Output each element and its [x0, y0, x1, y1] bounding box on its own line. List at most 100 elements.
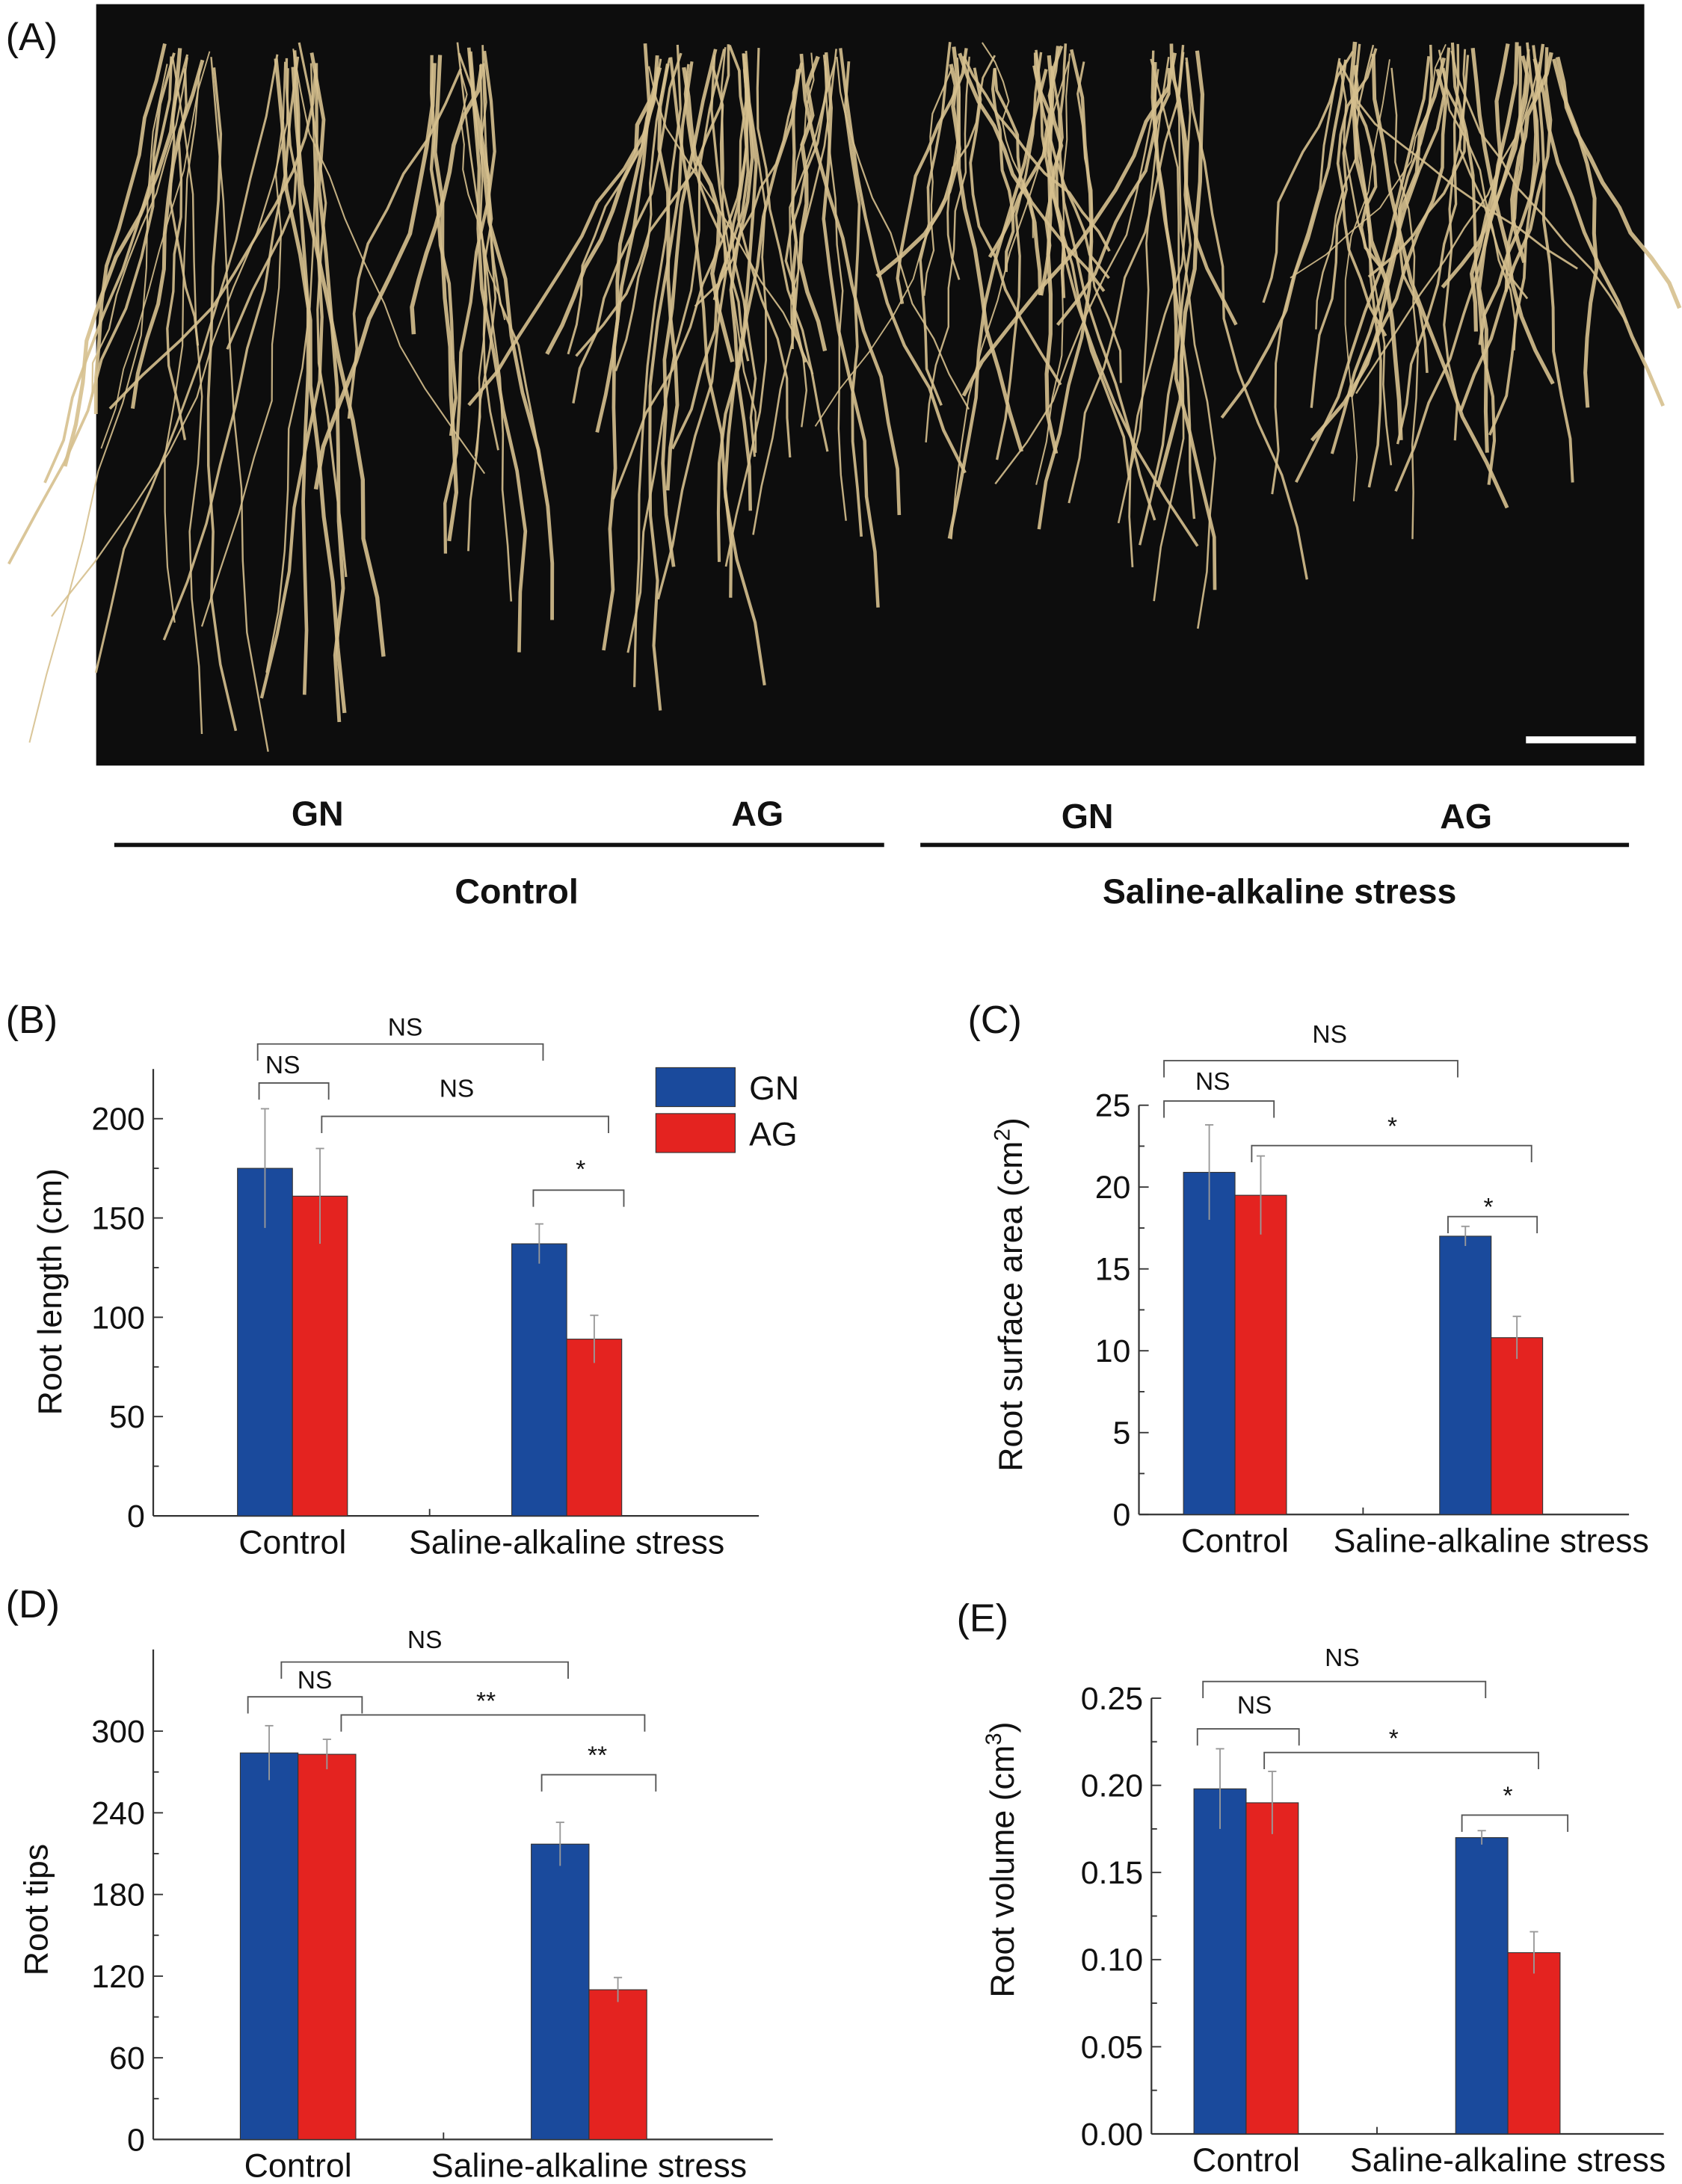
- significance-bracket: [258, 1082, 330, 1100]
- chart-d: (D) 0 60 120 180 240 300 Control Saline-alkaline…: [6, 1583, 773, 2184]
- legend-label: AG: [749, 1117, 798, 1153]
- root: [1032, 65, 1199, 547]
- root: [93, 43, 167, 415]
- root: [694, 69, 799, 307]
- significance-bracket: [1202, 1680, 1487, 1699]
- significance-bracket: [1461, 1814, 1569, 1832]
- root: [164, 68, 201, 623]
- panel-a-label: (A): [6, 16, 58, 59]
- chart-e: (E) 0.00 0.05 0.10 0.15 0.20 0.25 Control Saline…: [957, 1597, 1666, 2180]
- significance-bracket: [540, 1774, 657, 1792]
- root: [265, 63, 316, 673]
- chart-b: (B) 0 50 100 150 200 Control Saline-alkaline st…: [6, 999, 800, 1561]
- panel-a-group-labels: GN AG Control GN AG Saline-alkaline stress: [114, 794, 1630, 911]
- root: [1532, 58, 1665, 407]
- root: [798, 55, 828, 352]
- root: [824, 61, 847, 521]
- root: [737, 61, 792, 458]
- root: [1056, 68, 1171, 327]
- root: [923, 67, 953, 296]
- root: [656, 55, 727, 600]
- root: [545, 67, 662, 355]
- root: [1290, 44, 1447, 279]
- y-tick-label: 180: [91, 1878, 144, 1913]
- y-tick-label: 0.05: [1081, 2029, 1143, 2065]
- panel-label: (C): [967, 999, 1021, 1042]
- significance-label: NS: [265, 1052, 301, 1079]
- root: [752, 49, 837, 535]
- y-tick-label: 240: [91, 1795, 144, 1831]
- root: [169, 54, 200, 346]
- x-tick-label: Saline-alkaline stress: [1350, 2142, 1666, 2179]
- y-axis-label: Root volume (cm3): [982, 1721, 1021, 1997]
- significance-label: NS: [1325, 1644, 1360, 1672]
- legend-label: GN: [749, 1070, 799, 1107]
- bar-ag: [588, 1989, 647, 2140]
- root: [947, 69, 1048, 539]
- bar-gn: [531, 1843, 590, 2140]
- root: [466, 47, 528, 653]
- root: [789, 61, 837, 428]
- significance-bracket: [1163, 1060, 1458, 1078]
- root: [467, 45, 497, 552]
- root: [595, 55, 659, 433]
- legend-swatch-ag: [655, 1113, 736, 1153]
- condition-label: Control: [455, 872, 578, 911]
- significance-label: NS: [298, 1667, 333, 1694]
- root: [567, 58, 662, 355]
- root: [226, 58, 298, 350]
- root: [671, 53, 750, 450]
- root: [799, 53, 902, 516]
- y-tick-label: 20: [1095, 1170, 1131, 1206]
- bar-ag: [1234, 1194, 1287, 1515]
- root: [572, 52, 683, 404]
- significance-bracket: [1447, 1215, 1538, 1234]
- root: [1477, 42, 1519, 453]
- root: [1139, 45, 1192, 546]
- y-tick-label: 100: [91, 1300, 144, 1336]
- significance-bracket: [532, 1189, 625, 1207]
- bar-ag: [1491, 1337, 1544, 1515]
- significance-label: *: [1387, 1113, 1397, 1141]
- root: [1220, 59, 1348, 419]
- root: [729, 69, 754, 511]
- y-axis-label: Root length (cm): [32, 1168, 69, 1415]
- root: [43, 56, 173, 484]
- root: [28, 64, 168, 743]
- bar-gn: [1455, 1837, 1509, 2135]
- root: [1470, 47, 1555, 385]
- root: [459, 69, 506, 321]
- significance-label: NS: [1237, 1692, 1272, 1720]
- bar-ag: [298, 1753, 357, 2140]
- root: [1532, 45, 1574, 483]
- significance-label: NS: [407, 1626, 443, 1654]
- root: [1055, 43, 1110, 280]
- root: [410, 64, 484, 335]
- y-tick-label: 150: [91, 1200, 144, 1236]
- root: [1371, 53, 1509, 509]
- y-tick-label: 0.15: [1081, 1855, 1143, 1891]
- photo-background: [96, 4, 1645, 766]
- significance-bracket: [1263, 1751, 1539, 1770]
- cultivar-label: GN: [292, 794, 344, 833]
- root: [1510, 52, 1553, 264]
- bar-ag: [1507, 1952, 1561, 2135]
- root: [1035, 49, 1131, 481]
- root: [925, 56, 970, 442]
- root: [1039, 46, 1064, 296]
- x-tick-label: Saline-alkaline stress: [1334, 1523, 1649, 1560]
- root: [1128, 61, 1192, 567]
- root: [94, 54, 279, 673]
- y-tick-label: 5: [1113, 1416, 1131, 1452]
- root: [456, 42, 513, 602]
- root: [839, 48, 967, 474]
- significance-bracket: [247, 1696, 363, 1714]
- root: [1153, 62, 1217, 590]
- y-tick-label: 300: [91, 1714, 144, 1750]
- root: [458, 52, 543, 472]
- legend-swatch-gn: [655, 1067, 736, 1108]
- significance-bracket: [340, 1714, 646, 1732]
- significance-label: *: [1389, 1725, 1399, 1753]
- root: [875, 64, 961, 278]
